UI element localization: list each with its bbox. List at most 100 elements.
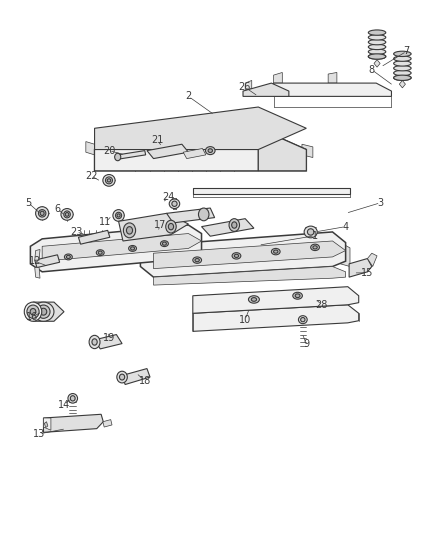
Circle shape	[115, 154, 121, 161]
Polygon shape	[95, 128, 258, 171]
Ellipse shape	[272, 248, 280, 255]
Ellipse shape	[116, 212, 122, 219]
Ellipse shape	[394, 61, 411, 66]
Ellipse shape	[33, 302, 54, 321]
Ellipse shape	[131, 247, 134, 250]
Ellipse shape	[368, 44, 386, 50]
Polygon shape	[183, 149, 206, 159]
Text: 23: 23	[70, 227, 82, 237]
Polygon shape	[166, 208, 215, 223]
Ellipse shape	[106, 177, 113, 184]
Text: 24: 24	[162, 192, 175, 203]
Polygon shape	[245, 80, 252, 91]
Ellipse shape	[313, 246, 317, 249]
Polygon shape	[35, 268, 40, 278]
Polygon shape	[201, 219, 254, 236]
Ellipse shape	[205, 147, 215, 155]
Polygon shape	[95, 335, 122, 349]
Ellipse shape	[394, 66, 411, 71]
Ellipse shape	[368, 54, 386, 59]
Ellipse shape	[274, 250, 278, 253]
Ellipse shape	[298, 316, 307, 324]
Text: 17: 17	[154, 220, 166, 230]
Ellipse shape	[295, 294, 300, 297]
Polygon shape	[328, 72, 337, 83]
Ellipse shape	[40, 308, 47, 315]
Text: 21: 21	[151, 135, 163, 145]
Polygon shape	[33, 302, 64, 321]
Text: 11: 11	[99, 217, 112, 228]
Ellipse shape	[107, 179, 111, 182]
Text: 28: 28	[315, 300, 328, 310]
Circle shape	[232, 222, 237, 228]
Polygon shape	[95, 128, 306, 171]
Circle shape	[127, 227, 133, 234]
Circle shape	[124, 223, 136, 238]
Ellipse shape	[37, 305, 50, 318]
Ellipse shape	[129, 246, 137, 252]
Ellipse shape	[195, 259, 199, 262]
Polygon shape	[119, 213, 188, 241]
Polygon shape	[147, 144, 188, 159]
Polygon shape	[78, 230, 110, 244]
Ellipse shape	[394, 51, 411, 56]
Polygon shape	[193, 305, 359, 332]
Ellipse shape	[394, 75, 411, 80]
Ellipse shape	[368, 30, 386, 35]
Ellipse shape	[160, 241, 168, 247]
Text: 14: 14	[58, 400, 70, 410]
Ellipse shape	[71, 395, 75, 401]
Ellipse shape	[35, 207, 49, 220]
Text: 2: 2	[185, 91, 191, 101]
Ellipse shape	[368, 39, 386, 45]
Polygon shape	[258, 128, 306, 171]
Polygon shape	[302, 144, 313, 158]
Text: 16: 16	[26, 312, 38, 322]
Polygon shape	[42, 233, 201, 261]
Text: 3: 3	[378, 198, 384, 208]
Polygon shape	[374, 60, 380, 67]
Ellipse shape	[117, 214, 120, 217]
Text: 22: 22	[85, 171, 98, 181]
Text: 13: 13	[33, 429, 45, 439]
Ellipse shape	[208, 149, 212, 152]
Polygon shape	[44, 422, 48, 427]
Ellipse shape	[368, 49, 386, 54]
Polygon shape	[243, 83, 289, 96]
Polygon shape	[103, 419, 112, 427]
Text: 12: 12	[28, 256, 41, 266]
Ellipse shape	[169, 199, 180, 208]
Polygon shape	[274, 72, 283, 83]
Ellipse shape	[117, 371, 127, 383]
Text: 18: 18	[139, 376, 151, 386]
Ellipse shape	[300, 318, 305, 322]
Polygon shape	[367, 253, 377, 266]
Text: 26: 26	[238, 82, 251, 92]
Text: 5: 5	[25, 198, 32, 208]
Text: 1: 1	[312, 231, 318, 241]
Polygon shape	[399, 80, 406, 88]
Ellipse shape	[103, 174, 115, 186]
Text: 9: 9	[303, 338, 309, 349]
Polygon shape	[141, 232, 346, 277]
Polygon shape	[86, 142, 95, 155]
Polygon shape	[122, 368, 150, 384]
Circle shape	[229, 219, 240, 231]
Ellipse shape	[27, 305, 39, 318]
Polygon shape	[340, 243, 350, 266]
Text: 4: 4	[343, 222, 349, 232]
Ellipse shape	[394, 56, 411, 61]
Ellipse shape	[67, 255, 71, 259]
Ellipse shape	[162, 242, 166, 245]
Ellipse shape	[307, 229, 314, 235]
Polygon shape	[193, 188, 350, 194]
Ellipse shape	[30, 309, 36, 315]
Polygon shape	[43, 414, 103, 432]
Ellipse shape	[248, 296, 259, 303]
Polygon shape	[193, 287, 359, 313]
Polygon shape	[118, 151, 146, 159]
Ellipse shape	[24, 302, 42, 321]
Text: 8: 8	[369, 65, 375, 75]
Ellipse shape	[113, 209, 124, 221]
Circle shape	[166, 220, 176, 233]
